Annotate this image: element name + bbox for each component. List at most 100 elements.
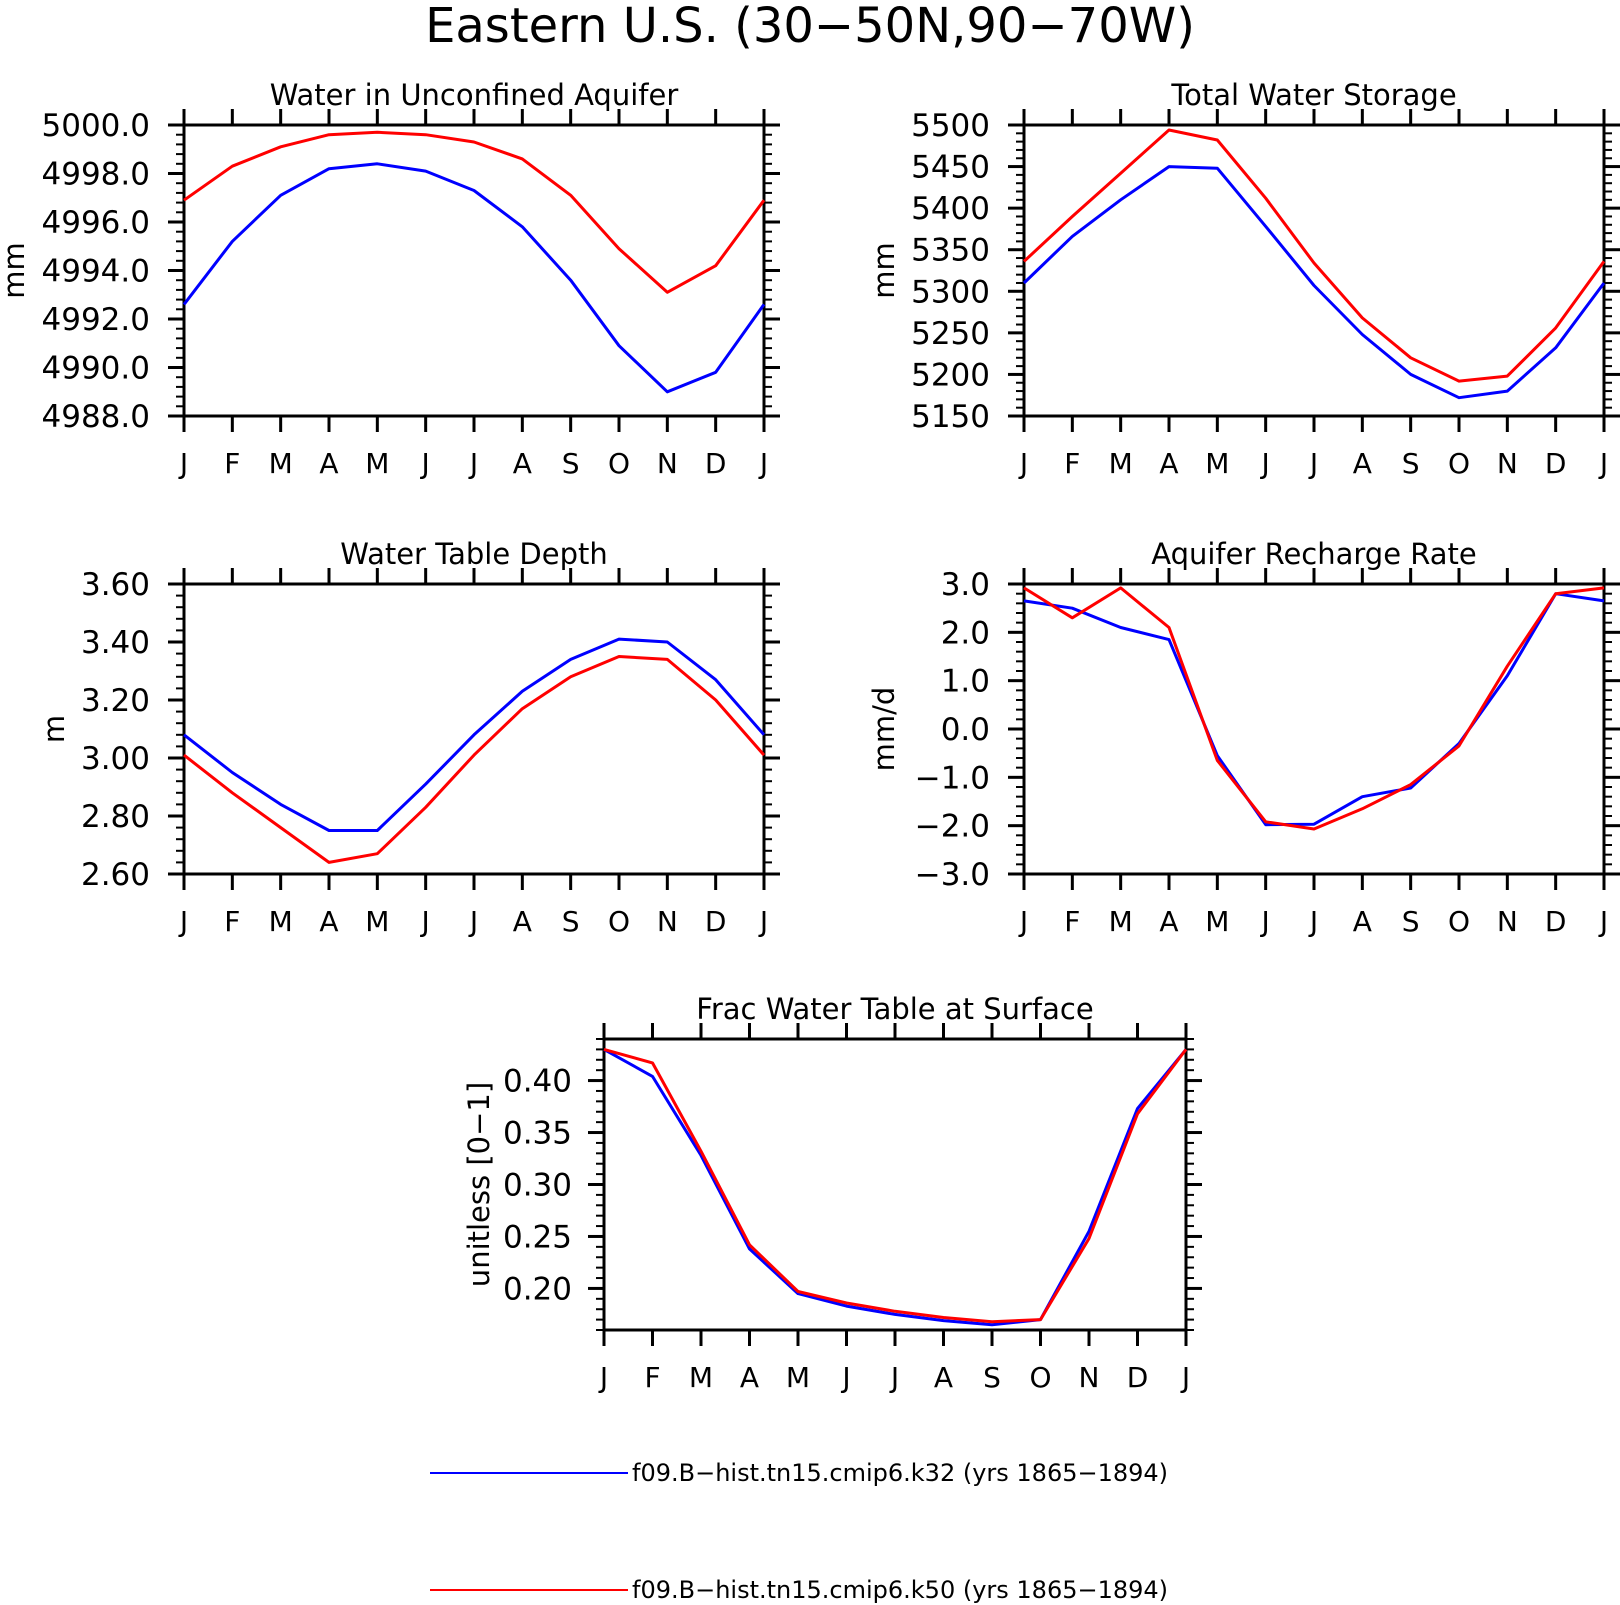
y-axis-label: m xyxy=(37,715,71,743)
x-tick-label: J xyxy=(1018,447,1028,480)
legend: f09.B−hist.tn15.cmip6.k32 (yrs 1865−1894… xyxy=(430,1459,1168,1604)
x-tick-label: J xyxy=(468,905,478,938)
x-tick-label: A xyxy=(319,447,338,480)
y-tick-label: 3.0 xyxy=(941,567,990,603)
series-line-k50 xyxy=(183,130,766,294)
y-tick-label: 5450 xyxy=(911,150,990,186)
y-tick-label: 3.20 xyxy=(81,683,150,719)
x-tick-label: A xyxy=(740,1361,759,1394)
y-axis-label: unitless [0−1] xyxy=(462,1082,496,1287)
x-tick-label: J xyxy=(1180,1361,1190,1394)
x-tick-label: S xyxy=(1402,905,1420,938)
x-tick-label: A xyxy=(319,905,338,938)
x-tick-label: M xyxy=(1205,447,1229,480)
x-tick-label: J xyxy=(420,447,430,480)
plot-frame xyxy=(1022,123,1606,418)
x-tick-label: F xyxy=(224,447,240,480)
plot-frame xyxy=(182,123,766,418)
y-tick-label: 3.60 xyxy=(81,567,150,603)
x-tick-label: D xyxy=(1545,905,1567,938)
x-tick-label: S xyxy=(983,1361,1001,1394)
y-tick-label: 3.00 xyxy=(81,741,150,777)
y-tick-label: 0.20 xyxy=(503,1271,572,1307)
y-tick-label: 5250 xyxy=(911,316,990,352)
y-axis-label: mm xyxy=(867,242,901,299)
x-tick-label: A xyxy=(1353,905,1372,938)
series-line-k50 xyxy=(603,1047,1188,1324)
x-tick-label: S xyxy=(1402,447,1420,480)
x-tick-label: F xyxy=(1064,447,1080,480)
y-axis-label: mm/d xyxy=(867,687,901,772)
panel-frac-water-table-at-surface: Frac Water Table at Surface unitless [0−1… xyxy=(462,992,1202,1394)
x-tick-label: M xyxy=(365,905,389,938)
y-tick-label: 1.0 xyxy=(941,664,990,700)
series-line-k50 xyxy=(1023,586,1605,831)
x-tick-label: A xyxy=(1353,447,1372,480)
x-tick-label: M xyxy=(1109,447,1133,480)
x-tick-label: J xyxy=(468,447,478,480)
plot-frame xyxy=(602,1037,1188,1332)
y-tick-label: 0.40 xyxy=(503,1064,572,1100)
panel-title: Aquifer Recharge Rate xyxy=(1151,537,1477,571)
y-tick-label: −1.0 xyxy=(915,760,990,796)
x-tick-label: M xyxy=(269,447,293,480)
y-tick-label: 5500 xyxy=(911,108,990,144)
x-tick-label: N xyxy=(657,447,678,480)
y-tick-label: 4996.0 xyxy=(42,205,150,241)
x-tick-label: J xyxy=(758,905,768,938)
series-line-k32 xyxy=(1023,592,1605,827)
x-tick-label: J xyxy=(1018,905,1028,938)
y-axis-label: mm xyxy=(0,242,31,299)
x-tick-label: N xyxy=(657,905,678,938)
x-tick-label: D xyxy=(1127,1361,1149,1394)
x-tick-label: S xyxy=(562,905,580,938)
x-tick-label: J xyxy=(1260,905,1270,938)
x-tick-label: J xyxy=(840,1361,850,1394)
x-tick-label: J xyxy=(1598,905,1608,938)
y-tick-label: 3.40 xyxy=(81,625,150,661)
y-tick-label: 4998.0 xyxy=(42,157,150,193)
x-tick-label: D xyxy=(1545,447,1567,480)
y-tick-label: 2.60 xyxy=(81,857,150,893)
y-tick-label: 5000.0 xyxy=(42,108,150,144)
x-tick-label: N xyxy=(1497,447,1518,480)
series-line-k50 xyxy=(183,655,766,864)
x-tick-label: J xyxy=(1308,905,1318,938)
x-tick-label: D xyxy=(705,905,727,938)
x-tick-label: O xyxy=(1029,1361,1051,1394)
x-tick-label: J xyxy=(1598,447,1608,480)
y-tick-label: 0.35 xyxy=(503,1116,572,1152)
x-tick-label: M xyxy=(689,1361,713,1394)
x-tick-label: M xyxy=(1109,905,1133,938)
x-tick-label: J xyxy=(178,905,188,938)
legend-label-k32: f09.B−hist.tn15.cmip6.k32 (yrs 1865−1894… xyxy=(632,1459,1168,1487)
x-tick-label: A xyxy=(513,447,532,480)
series-line-k32 xyxy=(182,162,766,394)
x-tick-label: O xyxy=(1448,905,1470,938)
y-tick-label: 4988.0 xyxy=(42,399,150,435)
series-line-k32 xyxy=(183,637,766,832)
panel-title: Total Water Storage xyxy=(1170,78,1456,112)
x-tick-label: N xyxy=(1497,905,1518,938)
x-tick-label: J xyxy=(889,1361,899,1394)
x-tick-label: J xyxy=(598,1361,608,1394)
y-tick-label: −2.0 xyxy=(915,809,990,845)
x-tick-label: J xyxy=(758,447,768,480)
x-tick-label: N xyxy=(1079,1361,1100,1394)
x-tick-label: A xyxy=(513,905,532,938)
x-tick-label: A xyxy=(1159,447,1178,480)
x-tick-label: M xyxy=(269,905,293,938)
panel-title: Water Table Depth xyxy=(340,537,608,571)
y-tick-label: 4990.0 xyxy=(42,351,150,387)
series-line-k32 xyxy=(1022,165,1606,400)
y-tick-label: 4994.0 xyxy=(42,254,150,290)
series-line-k50 xyxy=(1022,128,1606,383)
y-tick-label: −3.0 xyxy=(915,857,990,893)
x-tick-label: A xyxy=(1159,905,1178,938)
y-tick-label: 0.30 xyxy=(503,1168,572,1204)
y-tick-label: 5200 xyxy=(911,357,990,393)
x-tick-label: O xyxy=(1448,447,1470,480)
